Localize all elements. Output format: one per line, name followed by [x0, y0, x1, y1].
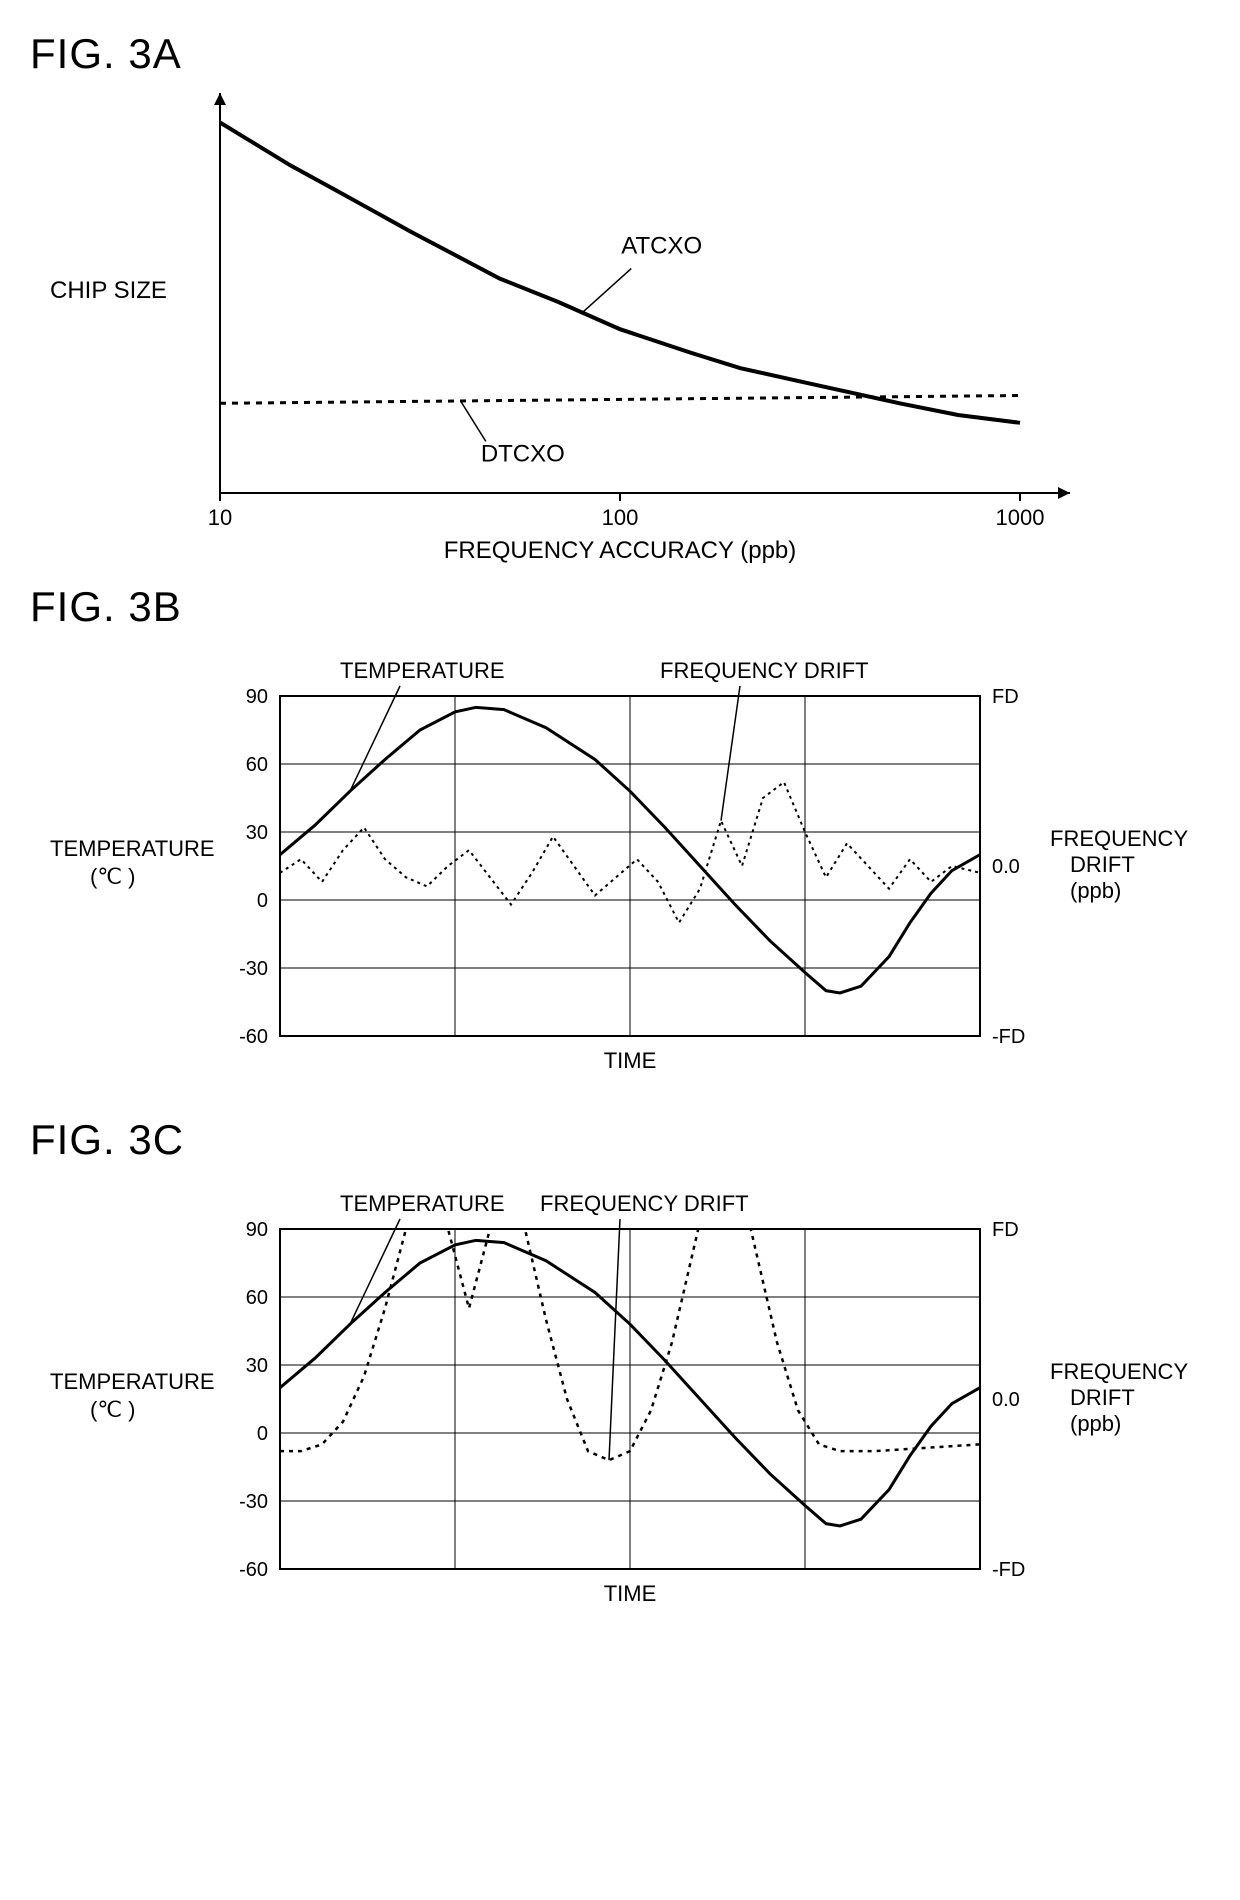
svg-text:0: 0 [257, 1423, 268, 1445]
svg-text:-30: -30 [239, 1491, 268, 1513]
svg-text:TEMPERATURE: TEMPERATURE [340, 658, 505, 683]
svg-text:FREQUENCY ACCURACY (ppb): FREQUENCY ACCURACY (ppb) [444, 537, 797, 563]
svg-text:1000: 1000 [996, 505, 1045, 530]
svg-text:30: 30 [246, 822, 268, 844]
svg-text:DRIFT: DRIFT [1070, 852, 1135, 877]
svg-text:-FD: -FD [992, 1026, 1025, 1048]
svg-text:-60: -60 [239, 1026, 268, 1048]
fig-a-chart: 10 100 1000 FREQUENCY ACCURACY (ppb) CHIP SI… [20, 83, 1240, 563]
svg-text:TEMPERATURE: TEMPERATURE [50, 1369, 215, 1394]
fig-a-title: FIG. 3A [30, 30, 1240, 78]
svg-text:0.0: 0.0 [992, 856, 1020, 878]
svg-text:10: 10 [208, 505, 232, 530]
svg-text:ATCXO: ATCXO [621, 233, 702, 260]
svg-text:FD: FD [992, 686, 1019, 708]
svg-text:0.0: 0.0 [992, 1389, 1020, 1411]
fig-b-chart: -60 -30 0 30 60 90 -FD 0.0 FD TIME TEMPERATURE (℃ )… [20, 636, 1240, 1096]
svg-text:TIME: TIME [604, 1048, 657, 1073]
svg-text:(℃ ): (℃ ) [90, 864, 135, 889]
svg-text:FREQUENCY: FREQUENCY [1050, 1359, 1188, 1384]
svg-text:DTCXO: DTCXO [481, 440, 565, 467]
fig-c-chart: -60 -30 0 30 60 90 -FD 0.0 FD TIME TEMPERATURE (℃ )… [20, 1169, 1240, 1629]
svg-text:90: 90 [246, 1219, 268, 1241]
svg-text:-30: -30 [239, 958, 268, 980]
svg-text:FREQUENCY DRIFT: FREQUENCY DRIFT [540, 1191, 749, 1216]
svg-text:FREQUENCY: FREQUENCY [1050, 826, 1188, 851]
svg-text:100: 100 [602, 505, 639, 530]
svg-text:30: 30 [246, 1355, 268, 1377]
svg-text:DRIFT: DRIFT [1070, 1385, 1135, 1410]
fig-c-title: FIG. 3C [30, 1116, 1240, 1164]
svg-text:TEMPERATURE: TEMPERATURE [340, 1191, 505, 1216]
svg-text:(ppb): (ppb) [1070, 878, 1121, 903]
svg-text:60: 60 [246, 754, 268, 776]
svg-text:0: 0 [257, 890, 268, 912]
svg-text:CHIP SIZE: CHIP SIZE [50, 277, 167, 304]
svg-text:FD: FD [992, 1219, 1019, 1241]
svg-text:TEMPERATURE: TEMPERATURE [50, 836, 215, 861]
svg-text:(ppb): (ppb) [1070, 1411, 1121, 1436]
svg-text:-60: -60 [239, 1559, 268, 1581]
svg-text:90: 90 [246, 686, 268, 708]
svg-text:TIME: TIME [604, 1581, 657, 1606]
svg-text:(℃ ): (℃ ) [90, 1397, 135, 1422]
svg-text:60: 60 [246, 1287, 268, 1309]
svg-text:FREQUENCY DRIFT: FREQUENCY DRIFT [660, 658, 869, 683]
fig-b-title: FIG. 3B [30, 583, 1240, 631]
svg-text:-FD: -FD [992, 1559, 1025, 1581]
